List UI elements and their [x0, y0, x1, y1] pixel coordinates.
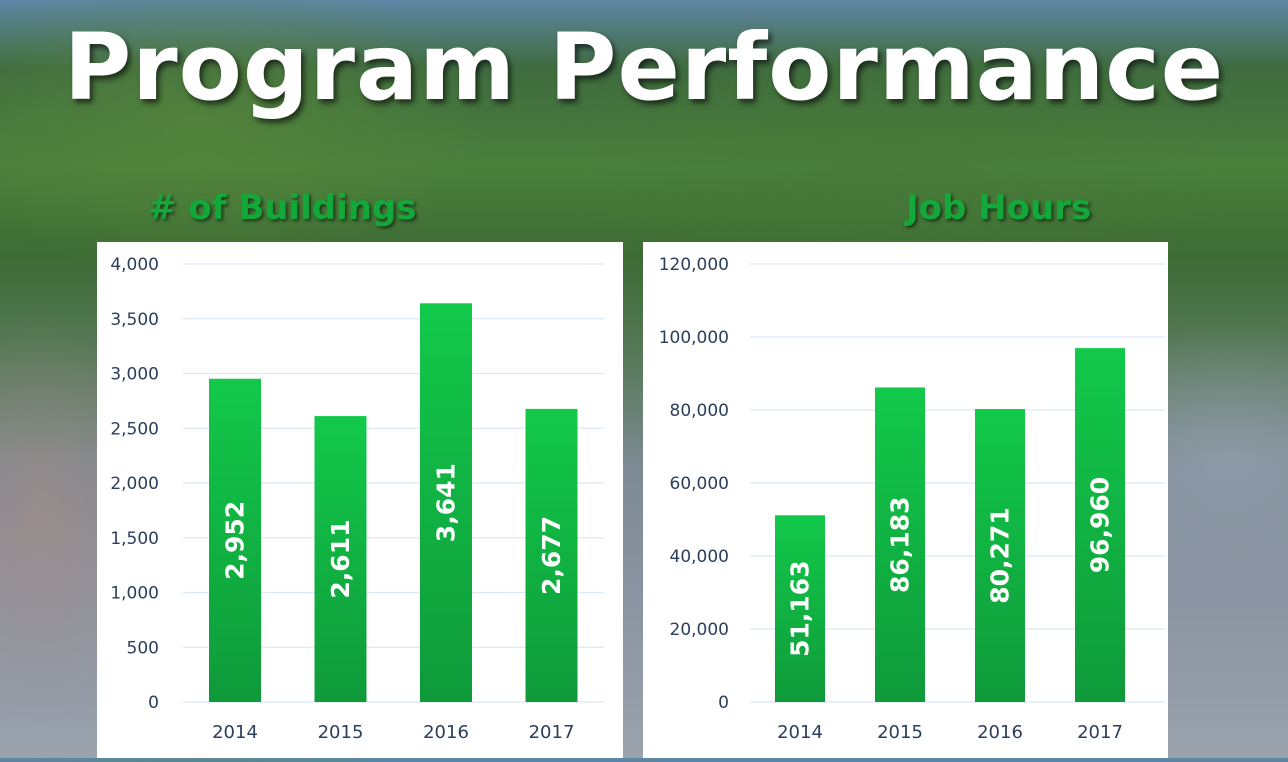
y-tick-label: 60,000: [670, 474, 729, 494]
y-tick-label: 4,000: [110, 255, 159, 275]
y-tick-label: 3,500: [110, 310, 159, 330]
y-tick-label: 120,000: [659, 255, 729, 275]
bar: [525, 408, 578, 702]
bar-value-label: 2,611: [326, 520, 355, 599]
x-tick-label: 2017: [1077, 722, 1123, 743]
y-tick-label: 2,500: [110, 419, 159, 439]
x-tick-label: 2017: [529, 722, 575, 743]
job-hours-chart-title: Job Hours: [906, 188, 1092, 228]
y-tick-label: 1,500: [110, 529, 159, 549]
bar: [875, 387, 925, 702]
bar: [775, 515, 825, 702]
bar-value-label: 3,641: [432, 463, 461, 542]
bar: [975, 409, 1025, 702]
job-hours-chart: 0 20,000 40,000 60,000 80,000 100,000 120,000 5…: [659, 255, 1165, 743]
y-tick-label: 2,000: [110, 474, 159, 494]
bar: [314, 416, 367, 702]
y-tick-label: 500: [127, 638, 159, 658]
y-tick-label: 1,000: [110, 584, 159, 604]
y-tick-label: 0: [718, 693, 729, 713]
page-title: Program Performance: [63, 14, 1225, 121]
y-tick-label: 80,000: [670, 401, 729, 421]
y-tick-label: 0: [148, 693, 159, 713]
y-tick-label: 20,000: [670, 620, 729, 640]
x-tick-label: 2015: [877, 722, 923, 743]
bar-value-label: 2,677: [537, 516, 566, 595]
buildings-chart-title: # of Buildings: [148, 188, 417, 228]
bar-value-label: 51,163: [786, 560, 815, 656]
x-tick-label: 2014: [777, 722, 823, 743]
x-tick-label: 2016: [423, 722, 469, 743]
x-tick-label: 2016: [977, 722, 1023, 743]
bar: [420, 303, 472, 702]
buildings-chart: 0 500 1,000 1,500 2,000 2,500 3,000 3,500 4,000 2…: [110, 255, 604, 743]
bar: [209, 378, 261, 702]
y-tick-label: 100,000: [659, 328, 729, 348]
bar-value-label: 96,960: [1086, 477, 1115, 573]
y-tick-label: 40,000: [670, 547, 729, 567]
bar: [1075, 348, 1125, 702]
x-tick-label: 2015: [318, 722, 364, 743]
job-hours-chart-panel: 0 20,000 40,000 60,000 80,000 100,000 120,000 5…: [643, 242, 1168, 758]
x-tick-label: 2014: [212, 722, 258, 743]
bar-value-label: 86,183: [886, 496, 915, 592]
bar-value-label: 2,952: [221, 501, 250, 580]
y-tick-label: 3,000: [110, 365, 159, 385]
buildings-chart-panel: 0 500 1,000 1,500 2,000 2,500 3,000 3,500 4,000 2…: [97, 242, 623, 758]
bar-value-label: 80,271: [986, 507, 1015, 603]
